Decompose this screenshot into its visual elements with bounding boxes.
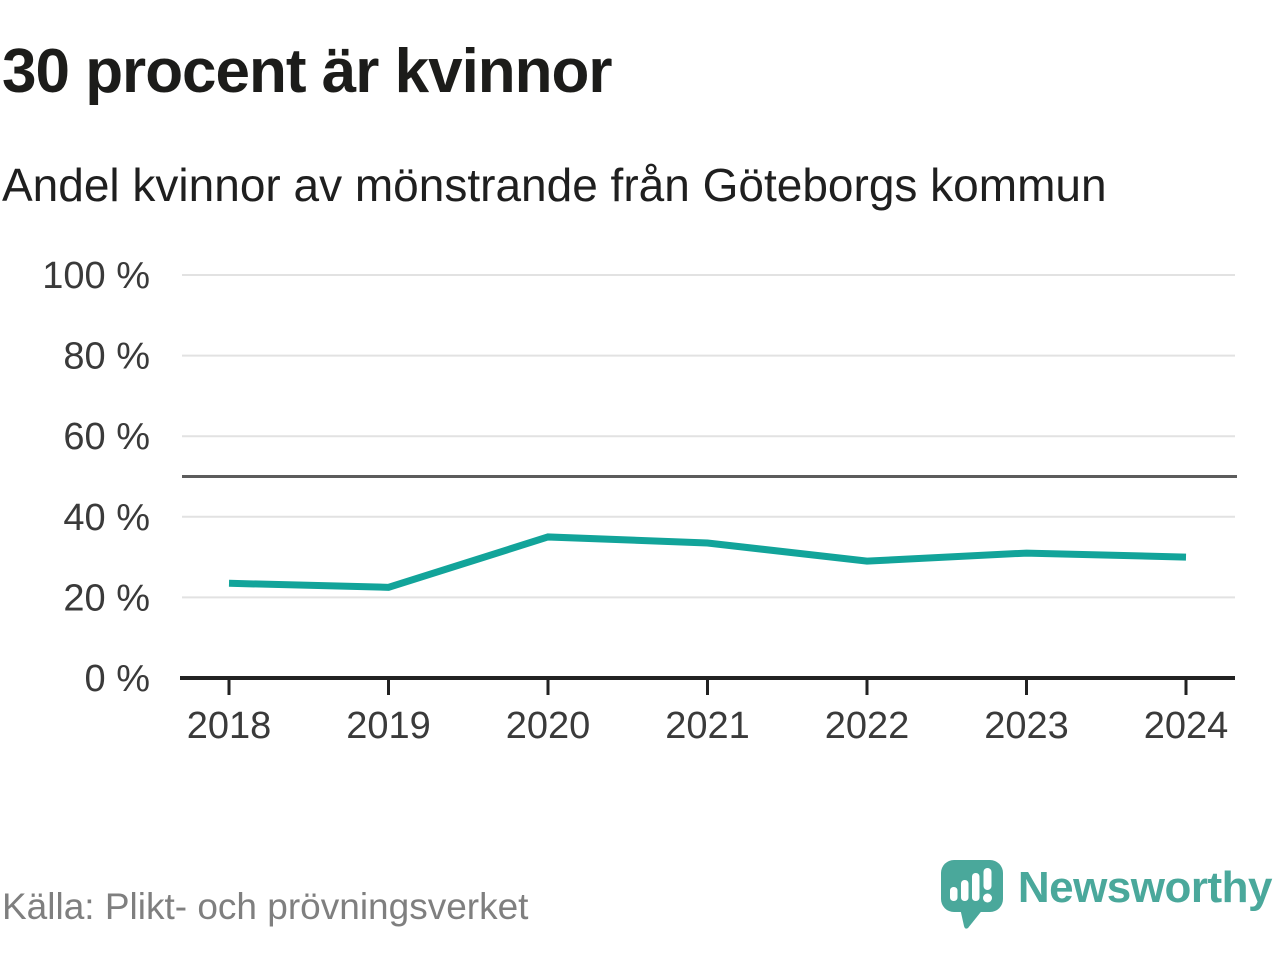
- chart-subtitle: Andel kvinnor av mönstrande från Götebor…: [2, 159, 1107, 211]
- x-axis-tick-label: 2021: [665, 705, 750, 747]
- y-axis-tick-label: 100 %: [42, 255, 150, 297]
- brand-name: Newsworthy: [1017, 863, 1273, 912]
- data-line-andel: [228, 533, 1187, 591]
- x-axis-tick-label: 2020: [506, 705, 591, 747]
- x-axis-tick-label: 2024: [1144, 705, 1229, 747]
- source-caption: Källa: Plikt- och prövningsverket: [2, 886, 529, 927]
- brand-logo: Newsworthy: [940, 858, 1273, 930]
- x-axis-tick-label: 2023: [984, 705, 1069, 747]
- x-axis-tick-label: 2018: [187, 705, 272, 747]
- line-chart: 0 % 20 % 40 % 60 % 80 % 100 % 2018 2019 2020 2021…: [42, 255, 1237, 747]
- y-axis-tick-label: 80 %: [63, 336, 150, 378]
- y-axis-tick-label: 0 %: [85, 658, 150, 700]
- x-axis-tick-label: 2019: [346, 705, 431, 747]
- y-axis-tick-label: 60 %: [63, 416, 150, 458]
- chart-title: 30 procent är kvinnor: [2, 37, 613, 106]
- y-axis-tick-label: 20 %: [63, 577, 150, 619]
- newsworthy-logo-icon: [940, 860, 1003, 929]
- y-axis-tick-label: 40 %: [63, 497, 150, 539]
- x-axis-tick-label: 2022: [825, 705, 910, 747]
